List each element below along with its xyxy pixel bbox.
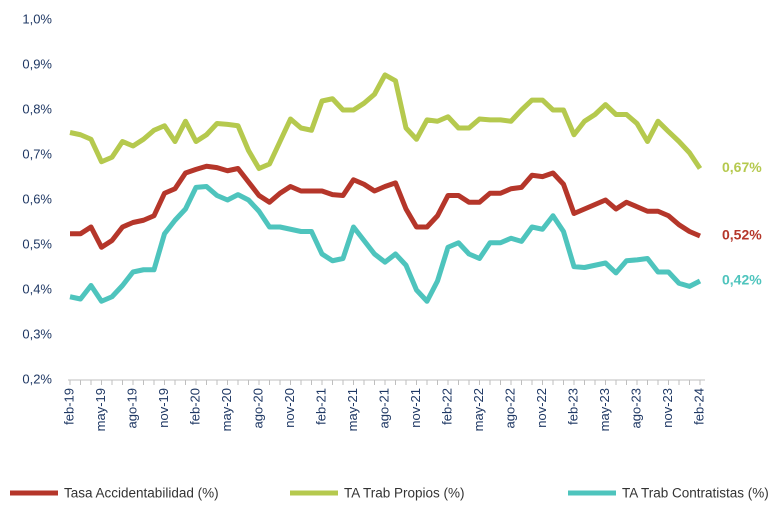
x-tick-label: feb-20	[187, 388, 202, 425]
x-tick-label: nov-20	[282, 388, 297, 428]
x-tick-label: nov-23	[660, 388, 675, 428]
x-tick-label: may-20	[219, 388, 234, 431]
x-tick-label: feb-22	[439, 388, 454, 425]
legend-label: TA Trab Propios (%)	[344, 486, 465, 501]
x-tick-label: ago-21	[376, 388, 391, 428]
y-tick-label: 0,8%	[22, 101, 52, 116]
x-tick-label: ago-19	[124, 388, 139, 428]
x-tick-label: nov-22	[534, 388, 549, 428]
end-label: 0,52%	[722, 227, 762, 243]
y-tick-label: 0,7%	[22, 146, 52, 161]
y-tick-label: 0,5%	[22, 236, 52, 251]
x-tick-label: feb-21	[313, 388, 328, 425]
legend-label: TA Trab Contratistas (%)	[622, 486, 769, 501]
x-tick-label: ago-23	[628, 388, 643, 428]
y-tick-label: 0,9%	[22, 56, 52, 71]
x-tick-label: feb-19	[61, 388, 76, 425]
y-tick-label: 0,2%	[22, 371, 52, 386]
x-tick-label: feb-23	[565, 388, 580, 425]
series-line	[69, 184, 702, 304]
x-tick-label: feb-24	[691, 388, 706, 425]
x-tick-label: may-21	[345, 388, 360, 431]
x-tick-label: may-22	[471, 388, 486, 431]
y-tick-label: 0,4%	[22, 281, 52, 296]
legend-label: Tasa Accidentabilidad (%)	[64, 486, 219, 501]
x-tick-label: nov-21	[408, 388, 423, 428]
series-line	[70, 163, 701, 250]
y-tick-label: 1,0%	[22, 11, 52, 26]
y-tick-label: 0,6%	[22, 191, 52, 206]
y-tick-label: 0,3%	[22, 326, 52, 341]
x-tick-label: ago-22	[502, 388, 517, 428]
x-tick-label: ago-20	[250, 388, 265, 428]
end-label: 0,42%	[722, 272, 762, 288]
x-tick-label: nov-19	[156, 388, 171, 428]
x-tick-label: may-19	[93, 388, 108, 431]
series-line	[69, 72, 703, 171]
x-tick-label: may-23	[597, 388, 612, 431]
end-label: 0,67%	[722, 159, 762, 175]
